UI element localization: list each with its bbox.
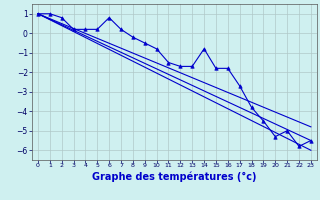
X-axis label: Graphe des températures (°c): Graphe des températures (°c) (92, 171, 257, 182)
